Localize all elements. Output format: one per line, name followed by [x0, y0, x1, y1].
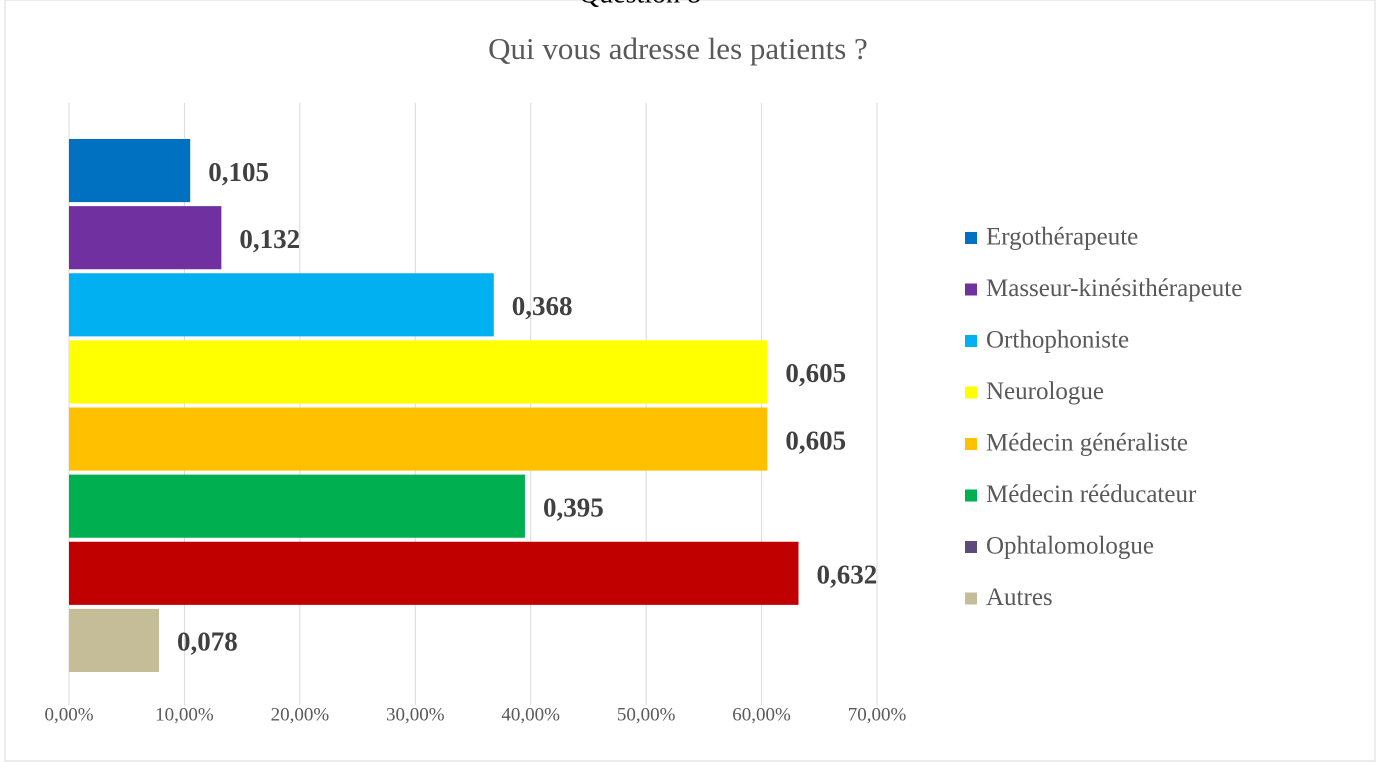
legend-swatch [965, 232, 977, 244]
data-label: 0,078 [177, 627, 238, 657]
bar [69, 407, 768, 471]
legend-label: Masseur-kinésithérapeute [986, 275, 1242, 302]
data-label: 0,368 [512, 291, 573, 321]
x-tick-label: 10,00% [155, 704, 214, 725]
data-label: 0,395 [543, 492, 604, 522]
x-tick-label: 50,00% [617, 704, 676, 725]
legend-swatch [965, 489, 977, 502]
legend-label: Autres [986, 584, 1053, 611]
legend-label: Ergothérapeute [986, 224, 1138, 251]
legend-swatch [965, 335, 977, 347]
x-tick-label: 70,00% [848, 704, 907, 725]
legend-label: Orthophoniste [986, 327, 1129, 354]
data-label: 0,132 [239, 224, 300, 254]
legend-swatch [965, 592, 977, 605]
x-tick-label: 40,00% [501, 704, 560, 725]
data-label: 0,605 [785, 358, 846, 388]
legend-swatch [965, 438, 977, 450]
legend-label: Ophtalomologue [986, 533, 1154, 560]
bar [69, 273, 494, 337]
chart-title: Qui vous adresse les patients ? [488, 31, 868, 66]
x-tick-label: 0,00% [44, 704, 93, 725]
bar [69, 139, 191, 203]
legend-label: Médecin généraliste [986, 430, 1188, 457]
legend-label: Médecin rééducateur [986, 481, 1197, 508]
heading: Question 8 [579, 0, 701, 9]
bar [69, 206, 222, 270]
bar [69, 340, 768, 404]
legend-swatch [965, 541, 977, 553]
data-label: 0,632 [817, 560, 878, 590]
legend-label: Neurologue [986, 378, 1104, 405]
bar [69, 474, 525, 538]
x-tick-label: 20,00% [271, 704, 330, 725]
data-label: 0,105 [208, 157, 269, 187]
legend-swatch [965, 283, 977, 296]
bar [69, 608, 160, 672]
data-label: 0,605 [785, 425, 846, 455]
x-tick-label: 60,00% [732, 704, 791, 725]
x-tick-label: 30,00% [386, 704, 445, 725]
legend-swatch [965, 386, 977, 399]
bar [69, 541, 799, 605]
